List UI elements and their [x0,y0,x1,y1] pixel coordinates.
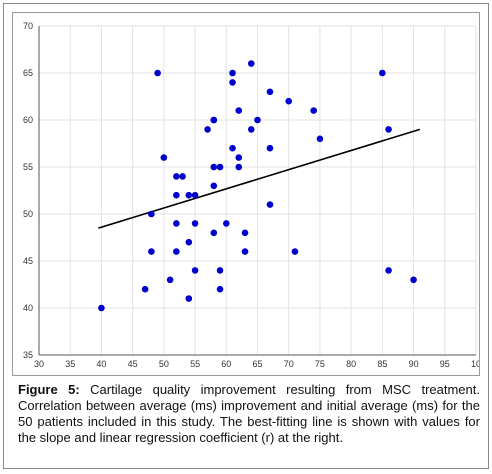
data-point [229,69,236,77]
y-tick-label: 50 [23,209,33,219]
data-point [173,191,180,199]
data-point [98,304,105,312]
data-point [316,135,324,143]
x-tick-label: 40 [96,359,106,369]
data-point [185,191,193,199]
data-point [385,126,392,133]
data-point [173,220,180,227]
caption-label: Figure 5: [18,382,80,397]
data-point [241,248,249,255]
data-point [160,154,168,161]
data-point [191,191,199,199]
y-tick-label: 45 [23,256,33,266]
data-point [254,116,261,124]
y-tick-label: 60 [23,115,33,125]
caption-text: Cartilage quality improvement resulting … [18,382,480,445]
data-point [210,163,218,171]
data-point [191,267,199,274]
data-point [229,79,236,86]
data-point [266,201,274,208]
data-point [222,220,230,227]
data-point [379,69,386,77]
figure-caption: Figure 5: Cartilage quality improvement … [18,382,480,446]
data-point [210,229,218,237]
data-point [291,248,299,255]
data-point [173,248,180,255]
data-point [216,285,224,293]
data-point [216,267,224,274]
scatter-chart: 30 35 40 45 50 55 60 65 70 75 80 85 90 95 103540455055… [23,21,479,369]
x-tick-label: 35 [65,359,75,369]
data-point [247,126,255,133]
data-point [410,276,417,284]
x-tick-label: 75 [315,359,325,369]
best-fit-line [98,128,421,229]
x-tick-label: 30 [34,359,44,369]
data-point [285,97,293,105]
data-point [229,144,236,152]
data-point [210,182,218,190]
plot-area: 30 35 40 45 50 55 60 65 70 75 80 85 90 95 10 35 40 45 50 55… [12,12,480,376]
y-tick-label: 35 [23,350,33,360]
data-point [179,173,186,180]
data-point [173,173,180,180]
data-point [235,154,243,161]
data-point [235,163,243,171]
x-tick-label: 45 [128,359,138,369]
x-tick-label: 95 [440,359,450,369]
y-tick-label: 40 [23,303,33,313]
data-point [148,210,155,218]
data-point [266,144,274,152]
x-tick-label: 70 [284,359,294,369]
data-point [204,126,211,133]
x-tick-label: 65 [252,359,262,369]
data-point [310,107,317,114]
figure: 30 35 40 45 50 55 60 65 70 75 80 85 90 95 10 35 40 45 50 55… [3,3,489,469]
data-point [185,295,193,302]
data-point [148,248,155,255]
x-tick-label: 80 [346,359,356,369]
data-point [247,60,255,67]
data-point [154,69,161,77]
data-point [241,229,249,237]
x-tick-label: 90 [409,359,419,369]
data-point [191,220,199,227]
data-point [141,285,149,293]
data-point [385,267,392,274]
x-tick-label: 85 [377,359,387,369]
data-point [166,276,174,284]
x-tick-label: 10 [471,359,479,369]
data-point [266,88,274,96]
y-tick-label: 70 [23,21,33,31]
data-point [185,238,193,246]
data-point [210,116,218,124]
y-tick-label: 55 [23,162,33,172]
x-tick-label: 55 [190,359,200,369]
data-point [216,163,224,171]
x-tick-label: 60 [221,359,231,369]
x-tick-label: 50 [159,359,169,369]
y-tick-label: 65 [23,68,33,78]
data-point [235,107,243,114]
